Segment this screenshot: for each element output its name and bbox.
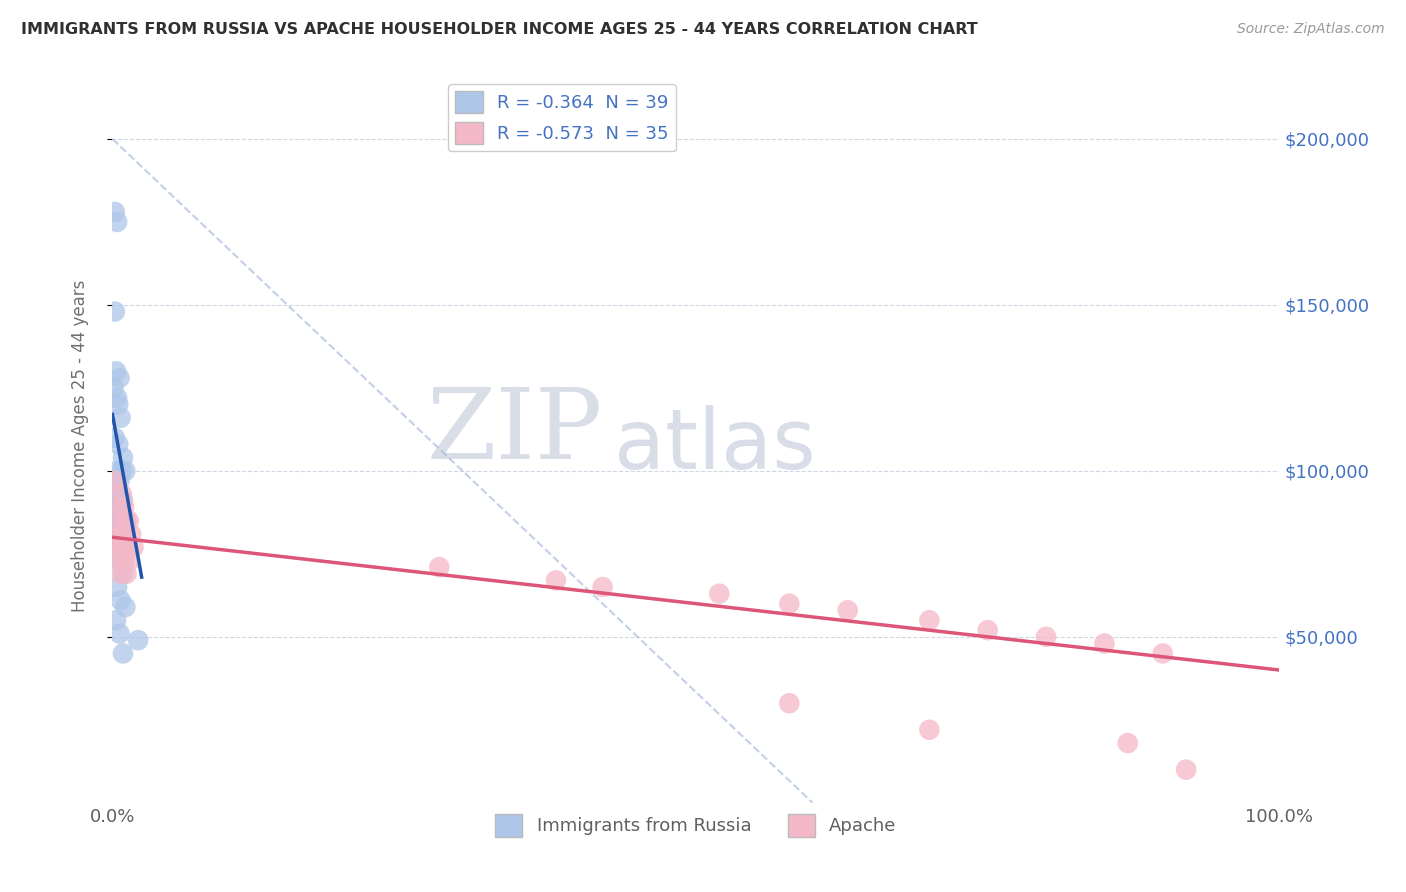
Point — [111, 450, 134, 465]
Point — [104, 537, 127, 551]
Point — [104, 474, 127, 488]
Point — [117, 540, 139, 554]
Point — [110, 566, 132, 581]
Point — [114, 599, 136, 614]
Point — [107, 397, 129, 411]
Point — [111, 540, 134, 554]
Point — [104, 613, 127, 627]
Text: atlas: atlas — [614, 406, 815, 486]
Point — [111, 493, 134, 508]
Point — [103, 474, 125, 488]
Point — [110, 524, 132, 538]
Point — [105, 464, 128, 478]
Point — [110, 593, 132, 607]
Point — [778, 597, 800, 611]
Point — [918, 613, 941, 627]
Point — [976, 624, 998, 638]
Point — [104, 487, 127, 501]
Point — [115, 566, 138, 581]
Point — [103, 381, 125, 395]
Point — [104, 504, 127, 518]
Point — [105, 540, 128, 554]
Point — [1035, 630, 1057, 644]
Point — [112, 540, 135, 554]
Point — [108, 540, 131, 554]
Point — [105, 215, 128, 229]
Point — [104, 304, 127, 318]
Text: IMMIGRANTS FROM RUSSIA VS APACHE HOUSEHOLDER INCOME AGES 25 - 44 YEARS CORRELATI: IMMIGRANTS FROM RUSSIA VS APACHE HOUSEHO… — [21, 22, 977, 37]
Point — [127, 633, 149, 648]
Point — [778, 696, 800, 710]
Y-axis label: Householder Income Ages 25 - 44 years: Householder Income Ages 25 - 44 years — [70, 280, 89, 612]
Point — [110, 410, 132, 425]
Text: Source: ZipAtlas.com: Source: ZipAtlas.com — [1237, 22, 1385, 37]
Point — [112, 553, 135, 567]
Point — [104, 431, 127, 445]
Point — [104, 205, 127, 219]
Point — [544, 574, 567, 588]
Point — [108, 626, 131, 640]
Point — [105, 524, 128, 538]
Point — [110, 514, 132, 528]
Legend: Immigrants from Russia, Apache: Immigrants from Russia, Apache — [488, 807, 904, 844]
Point — [837, 603, 859, 617]
Point — [427, 560, 450, 574]
Point — [111, 464, 134, 478]
Point — [111, 487, 134, 501]
Point — [105, 580, 128, 594]
Point — [1116, 736, 1139, 750]
Text: ZIP: ZIP — [426, 384, 603, 480]
Point — [108, 500, 131, 515]
Point — [107, 507, 129, 521]
Point — [918, 723, 941, 737]
Point — [108, 474, 131, 488]
Point — [709, 587, 731, 601]
Point — [1175, 763, 1198, 777]
Point — [122, 540, 145, 554]
Point — [111, 566, 134, 581]
Point — [120, 527, 142, 541]
Point — [107, 527, 129, 541]
Point — [104, 364, 127, 378]
Point — [114, 527, 136, 541]
Point — [104, 550, 127, 565]
Point — [108, 491, 131, 505]
Point — [118, 553, 141, 567]
Point — [112, 500, 135, 515]
Point — [1094, 636, 1116, 650]
Point — [111, 647, 134, 661]
Point — [592, 580, 614, 594]
Point — [108, 553, 131, 567]
Point — [111, 527, 134, 541]
Point — [118, 514, 141, 528]
Point — [115, 514, 138, 528]
Point — [107, 437, 129, 451]
Point — [107, 553, 129, 567]
Point — [108, 371, 131, 385]
Point — [1152, 647, 1174, 661]
Point — [103, 520, 125, 534]
Point — [114, 464, 136, 478]
Point — [111, 507, 134, 521]
Point — [105, 391, 128, 405]
